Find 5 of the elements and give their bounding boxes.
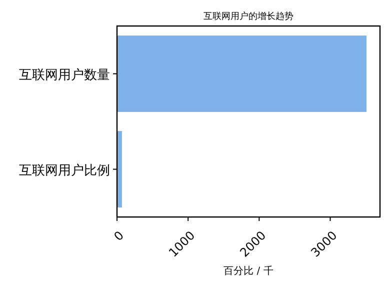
chart-title: 互联网用户的增长趋势 — [204, 11, 294, 22]
x-axis-title: 百分比 / 千 — [224, 265, 274, 277]
x-tick-label: 0 — [111, 228, 127, 244]
y-tick-label: 互联网用户数量 — [19, 68, 110, 83]
y-tick-label: 互联网用户比例 — [19, 163, 110, 178]
